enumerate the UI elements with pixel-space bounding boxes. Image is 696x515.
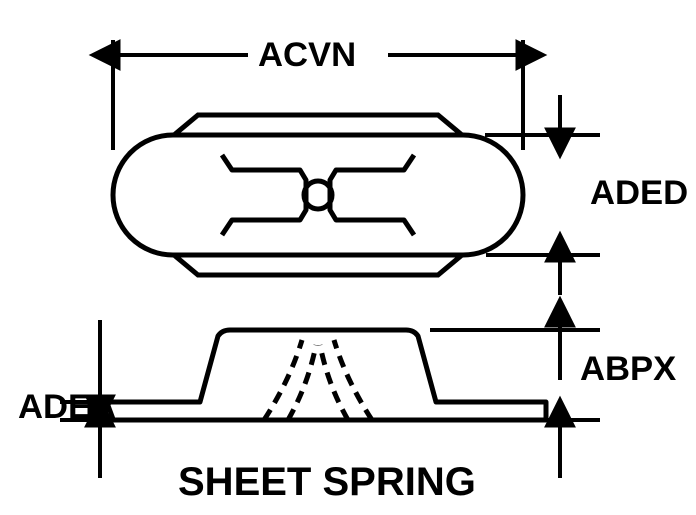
label-adea: ADEA [18,388,116,427]
diagram-svg [0,0,696,515]
diagram-title: SHEET SPRING [178,460,476,505]
side-view [90,330,546,420]
label-aded: ADED [590,174,688,213]
side-profile [90,330,546,420]
stadium-outline [113,135,523,255]
diagram-canvas: ACVN ADED ADEA ABPX SHEET SPRING [0,0,696,515]
label-acvn: ACVN [258,36,356,75]
top-view [113,115,523,275]
label-abpx: ABPX [580,350,676,389]
